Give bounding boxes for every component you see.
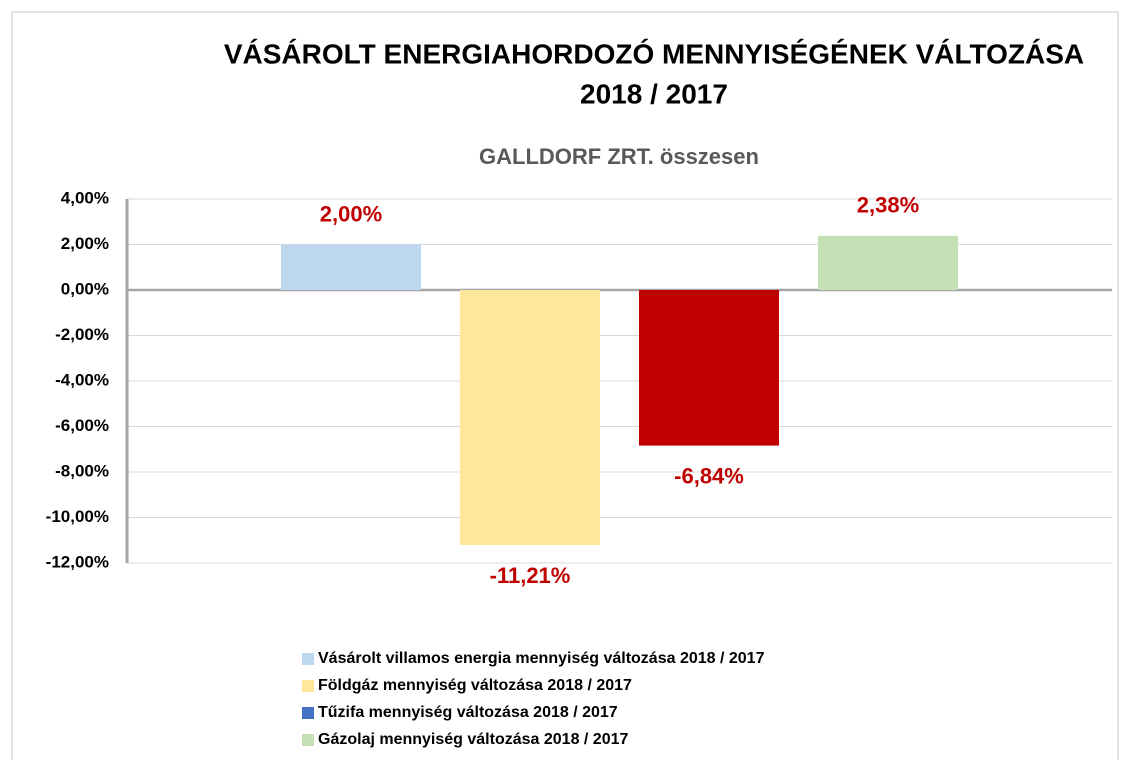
y-tick-label: -12,00% [46,552,109,571]
legend-label: Gázolaj mennyiség változása 2018 / 2017 [318,731,628,748]
legend-swatch [302,734,314,746]
y-tick-label: 2,00% [61,234,109,253]
bar [639,290,779,446]
y-tick-label: -2,00% [55,325,109,344]
legend-swatch [302,653,314,665]
y-tick-label: -4,00% [55,370,109,389]
value-label: -6,84% [674,463,744,488]
legend-label: Tűzifa mennyiség változása 2018 / 2017 [318,704,618,721]
chart-subtitle: GALLDORF ZRT. összesen [479,144,759,169]
chart-title: VÁSÁROLT ENERGIAHORDOZÓ MENNYISÉGÉNEK VÁ… [224,38,1084,69]
legend-swatch [302,707,314,719]
bar [460,290,600,546]
legend-swatch [302,680,314,692]
y-tick-label: -10,00% [46,507,109,526]
y-tick-label: -8,00% [55,461,109,480]
legend-label: Földgáz mennyiség változása 2018 / 2017 [318,677,632,694]
value-label: 2,38% [857,193,919,218]
legend-label: Vásárolt villamos energia mennyiség vált… [318,650,765,667]
value-label: 2,00% [320,201,382,226]
bar [818,235,958,290]
y-tick-label: -6,00% [55,416,109,435]
value-label: -11,21% [490,563,571,588]
chart-title: 2018 / 2017 [580,78,728,109]
y-tick-label: 4,00% [61,188,109,207]
y-tick-label: 0,00% [61,279,109,298]
bar [281,244,421,290]
